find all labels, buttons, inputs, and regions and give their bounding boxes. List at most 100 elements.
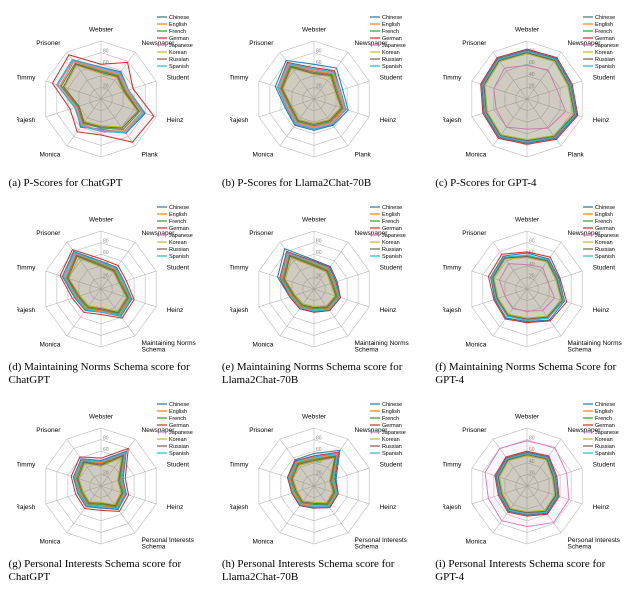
radar-chart: WebsterNewspaperStudentHeinzPlankAurelia… — [17, 11, 197, 165]
legend-label: Chinese — [169, 402, 189, 408]
axis-label: Prisoner — [463, 427, 488, 434]
panel-b: WebsterNewspaperStudentHeinzPlankAurelia… — [213, 0, 426, 197]
axis-label: Rajesh — [17, 504, 36, 511]
legend-label: English — [595, 22, 613, 28]
axis-label: Student — [380, 461, 403, 468]
panel-caption: (i) Personal Interests Schema score for … — [435, 556, 631, 591]
legend-label: Chinese — [595, 402, 615, 408]
legend-label: German — [595, 36, 615, 42]
axis-label: Personal InterestsSchema — [141, 536, 194, 550]
grid-level-label: 80 — [103, 48, 109, 54]
grid-level-label: 80 — [529, 435, 535, 441]
legend-label: Russian — [382, 57, 402, 63]
axis-label: Prisoner — [463, 230, 488, 237]
axis-label: Personal InterestsSchema — [568, 536, 621, 550]
axis-label: Rajesh — [443, 307, 462, 314]
legend-label: English — [169, 22, 187, 28]
chart-wrap: WebsterNewspaperStudentHeinzMaintaining … — [0, 197, 213, 359]
axis-label: Heinz — [166, 504, 183, 511]
legend-label: German — [382, 226, 402, 232]
legend-label: Japanese — [595, 43, 619, 49]
axis-label: Heinz — [380, 504, 397, 511]
axis-label: Heinz — [593, 117, 610, 124]
legend-label: French — [595, 219, 612, 225]
panel-d: WebsterNewspaperStudentHeinzMaintaining … — [0, 197, 213, 394]
legend-label: Russian — [169, 444, 189, 450]
axis-label: Student — [166, 461, 189, 468]
legend-label: Spanish — [382, 64, 402, 70]
legend-label: Korean — [169, 240, 187, 246]
legend-label: English — [595, 212, 613, 218]
axis-label: Prisoner — [36, 230, 61, 237]
legend-label: Chinese — [595, 205, 615, 211]
axis-label: Plank — [141, 151, 158, 158]
legend-label: Japanese — [382, 43, 406, 49]
legend-label: Korean — [382, 240, 400, 246]
panel-c: WebsterNewspaperStudentHeinzPlankAurelia… — [427, 0, 640, 197]
legend-label: Korean — [595, 437, 613, 443]
axis-label: Timmy — [17, 461, 36, 468]
axis-label: Heinz — [593, 307, 610, 314]
grid-level-label: 80 — [316, 435, 322, 441]
axis-label: Student — [380, 264, 403, 271]
panel-caption: (h) Personal Interests Schema score for … — [222, 556, 418, 591]
panel-caption: (g) Personal Interests Schema score for … — [9, 556, 205, 591]
radar-chart: WebsterNewspaperStudentHeinzPersonal Int… — [17, 398, 197, 552]
axis-label: Prisoner — [249, 230, 274, 237]
legend-label: Chinese — [595, 15, 615, 21]
axis-label: Student — [593, 461, 616, 468]
axis-label: Heinz — [166, 307, 183, 314]
legend-label: English — [382, 212, 400, 218]
legend-label: German — [382, 423, 402, 429]
legend-label: German — [595, 423, 615, 429]
grid-level-label: 60 — [316, 250, 322, 256]
axis-label: Maintaining NormsSchema — [355, 339, 410, 353]
axis-label: Student — [166, 74, 189, 81]
axis-label: Plank — [568, 151, 585, 158]
axis-label: Plank — [355, 151, 372, 158]
chart-wrap: WebsterNewspaperStudentHeinzPlankAurelia… — [213, 0, 426, 175]
legend-label: Chinese — [169, 205, 189, 211]
axis-label: Monica — [252, 538, 273, 545]
legend-label: English — [382, 22, 400, 28]
axis-label: Monica — [466, 341, 487, 348]
panel-caption: (d) Maintaining Norms Schema score for C… — [9, 359, 205, 395]
chart-wrap: WebsterNewspaperStudentHeinzPlankAurelia… — [0, 0, 213, 175]
axis-label: Personal InterestsSchema — [355, 536, 408, 550]
legend-label: Korean — [382, 50, 400, 56]
legend-label: Japanese — [169, 430, 193, 436]
radar-chart: WebsterNewspaperStudentHeinzPlankAurelia… — [230, 11, 410, 165]
radar-chart: WebsterNewspaperStudentHeinzMaintaining … — [17, 201, 197, 355]
legend-label: French — [169, 29, 186, 35]
legend-label: Spanish — [595, 451, 615, 457]
panel-caption: (c) P-Scores for GPT-4 — [435, 175, 631, 197]
legend-label: Spanish — [382, 451, 402, 457]
axis-label: Rajesh — [443, 504, 462, 511]
radar-chart: WebsterNewspaperStudentHeinzPlankAurelia… — [443, 11, 623, 165]
legend-label: Russian — [595, 57, 615, 63]
legend-label: Spanish — [382, 254, 402, 260]
chart-wrap: WebsterNewspaperStudentHeinzPersonal Int… — [0, 394, 213, 556]
axis-label: Timmy — [17, 264, 36, 271]
legend-label: English — [169, 212, 187, 218]
legend-label: French — [382, 29, 399, 35]
panel-caption: (e) Maintaining Norms Schema score for L… — [222, 359, 418, 395]
panel-g: WebsterNewspaperStudentHeinzPersonal Int… — [0, 394, 213, 591]
grid-level-label: 60 — [103, 250, 109, 256]
radar-chart: WebsterNewspaperStudentHeinzMaintaining … — [443, 201, 623, 355]
legend-label: Chinese — [382, 15, 402, 21]
legend-label: Korean — [382, 437, 400, 443]
legend-label: French — [595, 416, 612, 422]
legend-label: Spanish — [169, 254, 189, 260]
legend-label: Chinese — [382, 402, 402, 408]
legend-label: Korean — [169, 50, 187, 56]
legend-label: Russian — [169, 57, 189, 63]
panel-grid: WebsterNewspaperStudentHeinzPlankAurelia… — [0, 0, 640, 591]
axis-label: Rajesh — [230, 504, 249, 511]
axis-label: Monica — [39, 538, 60, 545]
legend-label: French — [169, 219, 186, 225]
axis-label: Student — [380, 74, 403, 81]
panel-f: WebsterNewspaperStudentHeinzMaintaining … — [427, 197, 640, 394]
figure-root: WebsterNewspaperStudentHeinzPlankAurelia… — [0, 0, 640, 591]
radar-chart: WebsterNewspaperStudentHeinzPersonal Int… — [230, 398, 410, 552]
